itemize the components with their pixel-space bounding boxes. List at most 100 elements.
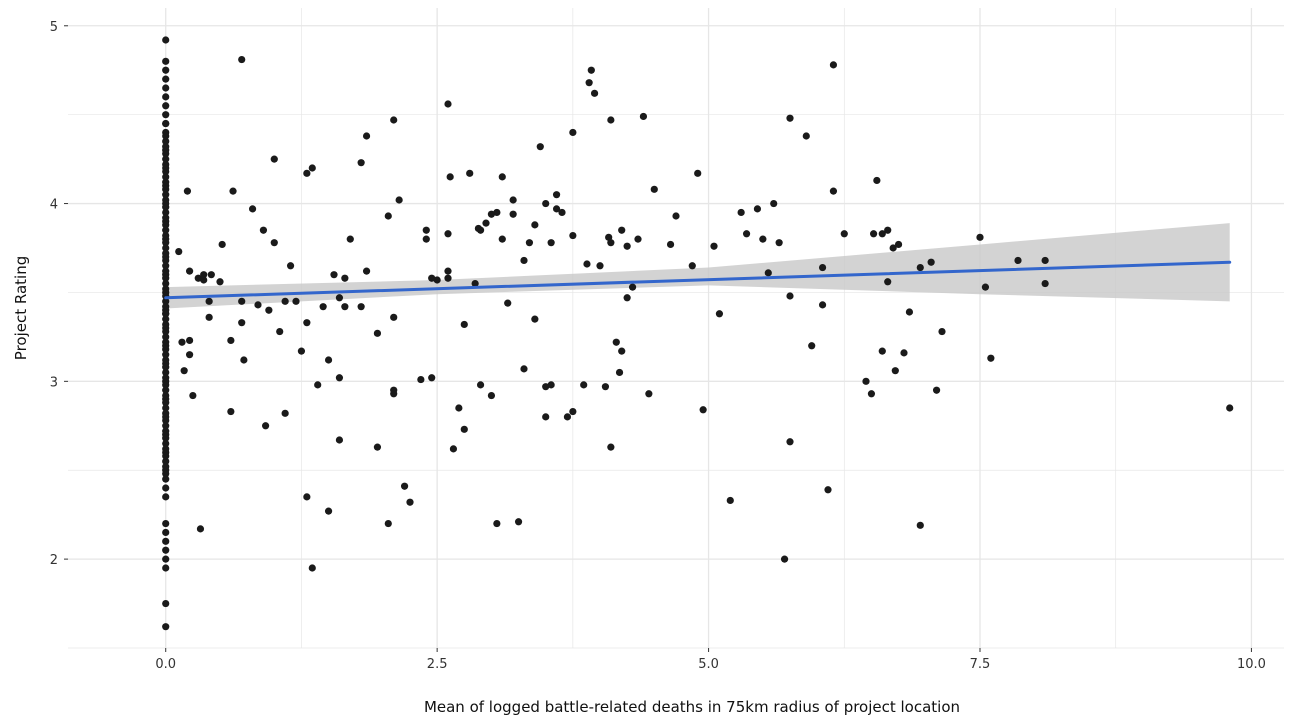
data-point — [873, 176, 881, 185]
data-point — [780, 555, 789, 563]
grid-lines — [68, 8, 1284, 649]
data-point — [270, 155, 278, 163]
data-point — [162, 623, 170, 631]
data-point — [460, 320, 468, 329]
data-point — [417, 375, 425, 384]
data-point — [628, 283, 637, 291]
x-axis-title: Mean of logged battle-related deaths in … — [424, 698, 960, 716]
data-point — [186, 336, 194, 345]
data-point — [286, 262, 295, 270]
data-point — [547, 239, 555, 247]
data-point — [520, 256, 528, 265]
data-point — [162, 356, 170, 364]
data-point — [162, 470, 170, 478]
x-tick-label: 2.5 — [427, 657, 448, 672]
data-point — [330, 271, 338, 279]
data-point — [162, 185, 170, 193]
data-point — [905, 308, 914, 316]
data-point — [229, 187, 237, 195]
data-point — [390, 386, 398, 394]
data-point — [362, 132, 371, 140]
y-tick-label: 3 — [50, 375, 58, 390]
data-point — [189, 391, 197, 400]
data-point — [162, 368, 170, 377]
data-point — [162, 75, 170, 83]
data-point — [884, 278, 892, 286]
data-point — [471, 279, 479, 288]
data-point — [259, 226, 268, 234]
data-point — [504, 299, 512, 307]
data-point — [162, 160, 170, 169]
data-point — [900, 349, 908, 357]
data-point — [569, 128, 577, 137]
x-tick-label: 10.0 — [1237, 657, 1266, 672]
data-point — [509, 210, 517, 218]
data-point — [162, 303, 170, 311]
data-point — [281, 409, 289, 417]
data-point — [824, 486, 832, 494]
data-point — [482, 219, 490, 227]
data-point — [162, 345, 170, 353]
y-tick-label: 2 — [50, 553, 58, 568]
data-point — [240, 356, 248, 364]
data-point — [205, 297, 213, 305]
data-point — [162, 409, 170, 417]
data-point — [601, 383, 610, 391]
data-point — [186, 351, 194, 359]
data-point — [265, 306, 273, 314]
data-point — [162, 93, 170, 101]
data-point — [590, 89, 599, 97]
data-point — [238, 319, 246, 327]
data-point — [493, 519, 501, 528]
data-point — [542, 413, 550, 421]
data-point — [314, 381, 322, 389]
data-point — [536, 143, 544, 151]
data-point — [927, 258, 935, 266]
data-point — [303, 319, 311, 327]
data-point — [891, 367, 899, 375]
data-point — [618, 347, 626, 355]
data-point — [162, 463, 170, 471]
data-point — [476, 226, 485, 234]
data-point — [569, 231, 577, 240]
data-point — [196, 525, 205, 533]
y-axis-title: Project Rating — [12, 256, 30, 360]
data-point — [162, 333, 170, 341]
confidence-band-layer — [165, 223, 1230, 309]
data-point — [726, 496, 734, 505]
y-tick-label: 5 — [50, 20, 58, 35]
data-point — [162, 546, 170, 554]
data-point — [466, 169, 474, 177]
data-point — [254, 301, 262, 309]
data-point — [162, 434, 170, 442]
data-point — [162, 214, 170, 222]
data-point — [162, 564, 170, 572]
axis-ticks: 0.0 2.5 5.0 7.5 10.0 2 3 4 5 — [50, 20, 1266, 672]
data-point — [162, 439, 170, 448]
data-point — [878, 347, 886, 355]
data-point — [162, 381, 170, 389]
data-point — [297, 347, 306, 355]
data-point — [525, 239, 534, 247]
x-tick-label: 5.0 — [698, 657, 719, 672]
data-point — [162, 279, 170, 288]
data-point — [808, 342, 816, 350]
data-point — [715, 310, 724, 318]
data-point — [699, 406, 707, 414]
data-point — [162, 191, 170, 199]
data-point — [162, 310, 170, 318]
data-point — [162, 391, 170, 400]
data-point — [162, 452, 170, 460]
data-point — [335, 436, 344, 444]
data-point — [162, 102, 170, 110]
data-point — [162, 493, 170, 501]
data-point — [357, 159, 365, 167]
data-point — [446, 173, 454, 181]
data-point — [303, 169, 311, 177]
data-point — [162, 221, 170, 229]
data-point — [580, 381, 588, 389]
data-point — [238, 55, 246, 64]
data-point — [406, 498, 414, 506]
data-point — [552, 205, 561, 213]
data-point — [373, 329, 382, 337]
